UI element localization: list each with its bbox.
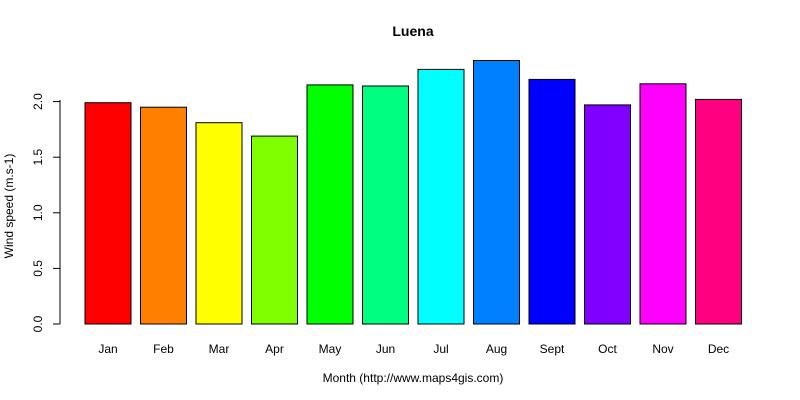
- x-tick-label: Jun: [376, 342, 395, 356]
- bar-oct: [584, 104, 631, 325]
- bar-jul: [417, 68, 465, 325]
- x-tick-label: Nov: [652, 342, 673, 356]
- x-tick-label: Jan: [98, 342, 117, 356]
- y-tick-label: 2.0: [31, 93, 45, 110]
- y-tick-label: 0.0: [31, 315, 45, 332]
- x-tick-label: Feb: [153, 342, 174, 356]
- x-tick-label: Oct: [598, 342, 617, 356]
- bar-sept: [528, 78, 576, 325]
- y-tick-label: 1.0: [31, 204, 45, 221]
- bars-group: [84, 60, 742, 325]
- bar-jun: [362, 85, 409, 325]
- bar-aug: [473, 60, 520, 325]
- bar-feb: [140, 106, 187, 325]
- bar-apr: [251, 135, 298, 325]
- chart-title: Luena: [392, 23, 433, 39]
- y-tick-label: 1.5: [31, 149, 45, 166]
- x-axis-title: Month (http://www.maps4gis.com): [323, 371, 504, 385]
- x-tick-label: Mar: [209, 342, 230, 356]
- x-tick-label: Aug: [486, 342, 507, 356]
- bar-mar: [195, 122, 243, 325]
- x-tick-labels-group: Jan Feb Mar Apr May Jun Jul Aug Sept Oct Nov Dec: [98, 342, 729, 356]
- bar-may: [306, 84, 354, 325]
- x-tick-label: Sept: [540, 342, 565, 356]
- x-tick-label: Apr: [265, 342, 284, 356]
- y-ticks-group: 0.0 0.5 1.0 1.5 2.0: [31, 93, 60, 332]
- y-axis-title: Wind speed (m.s-1): [2, 154, 16, 259]
- bar-jan: [84, 102, 132, 325]
- x-tick-label: Jul: [433, 342, 448, 356]
- bar-dec: [695, 98, 742, 325]
- x-tick-label: May: [319, 342, 342, 356]
- x-tick-label: Dec: [708, 342, 729, 356]
- y-tick-label: 0.5: [31, 260, 45, 277]
- bar-nov: [639, 83, 687, 325]
